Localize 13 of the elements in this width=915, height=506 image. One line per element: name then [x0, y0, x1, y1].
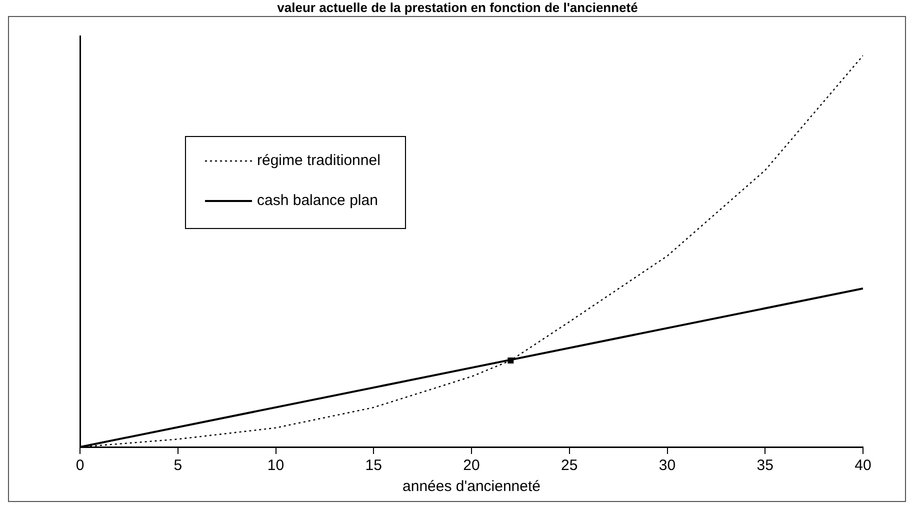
x-tick-label: 25 — [561, 457, 578, 474]
x-tick-label: 15 — [365, 457, 382, 474]
x-tick-label: 20 — [463, 457, 480, 474]
legend-label: cash balance plan — [257, 192, 378, 210]
x-axis-title: années d'ancienneté — [402, 478, 540, 496]
legend-label: régime traditionnel — [257, 152, 380, 170]
chart-title: valeur actuelle de la prestation en fonction de l'ancienneté — [276, 0, 639, 15]
x-tick-label: 30 — [658, 457, 676, 474]
x-tick-label: 10 — [267, 457, 284, 474]
x-tick-label: 0 — [76, 457, 84, 474]
x-tick-label: 35 — [756, 457, 774, 474]
x-tick-label: 5 — [174, 457, 182, 474]
x-tick-label: 40 — [854, 457, 872, 474]
